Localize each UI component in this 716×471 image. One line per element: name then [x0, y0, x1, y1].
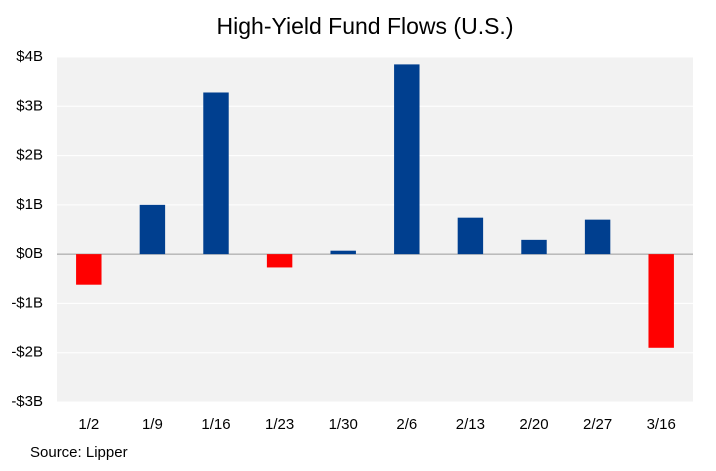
y-tick-label: -$3B [11, 393, 43, 410]
bar [584, 219, 611, 255]
y-tick-label: $2B [16, 147, 43, 164]
chart-title: High-Yield Fund Flows (U.S.) [217, 13, 514, 39]
bar [457, 217, 484, 255]
x-tick-label: 3/16 [647, 416, 676, 433]
y-tick-label: -$2B [11, 344, 43, 361]
y-tick-label: $1B [16, 196, 43, 213]
x-tick-label: 2/6 [396, 416, 417, 433]
bar [139, 204, 166, 255]
x-tick-label: 1/2 [78, 416, 99, 433]
y-tick-label: $3B [16, 97, 43, 114]
x-tick-label: 1/23 [265, 416, 294, 433]
x-tick-label: 2/13 [456, 416, 485, 433]
bar [521, 239, 547, 255]
x-tick-label: 1/30 [329, 416, 358, 433]
y-tick-label: -$1B [11, 294, 43, 311]
y-tick-label: $4B [16, 48, 43, 65]
bar [330, 250, 356, 255]
bar [203, 92, 229, 255]
x-tick-label: 2/20 [519, 416, 548, 433]
bar [76, 254, 102, 285]
bar [648, 254, 674, 348]
x-tick-label: 1/16 [201, 416, 230, 433]
x-tick-label: 1/9 [142, 416, 163, 433]
bar [394, 64, 420, 255]
source: Source: Lipper [30, 444, 128, 461]
x-tick-label: 2/27 [583, 416, 612, 433]
y-tick-label: $0B [16, 245, 43, 262]
bar [266, 254, 293, 268]
